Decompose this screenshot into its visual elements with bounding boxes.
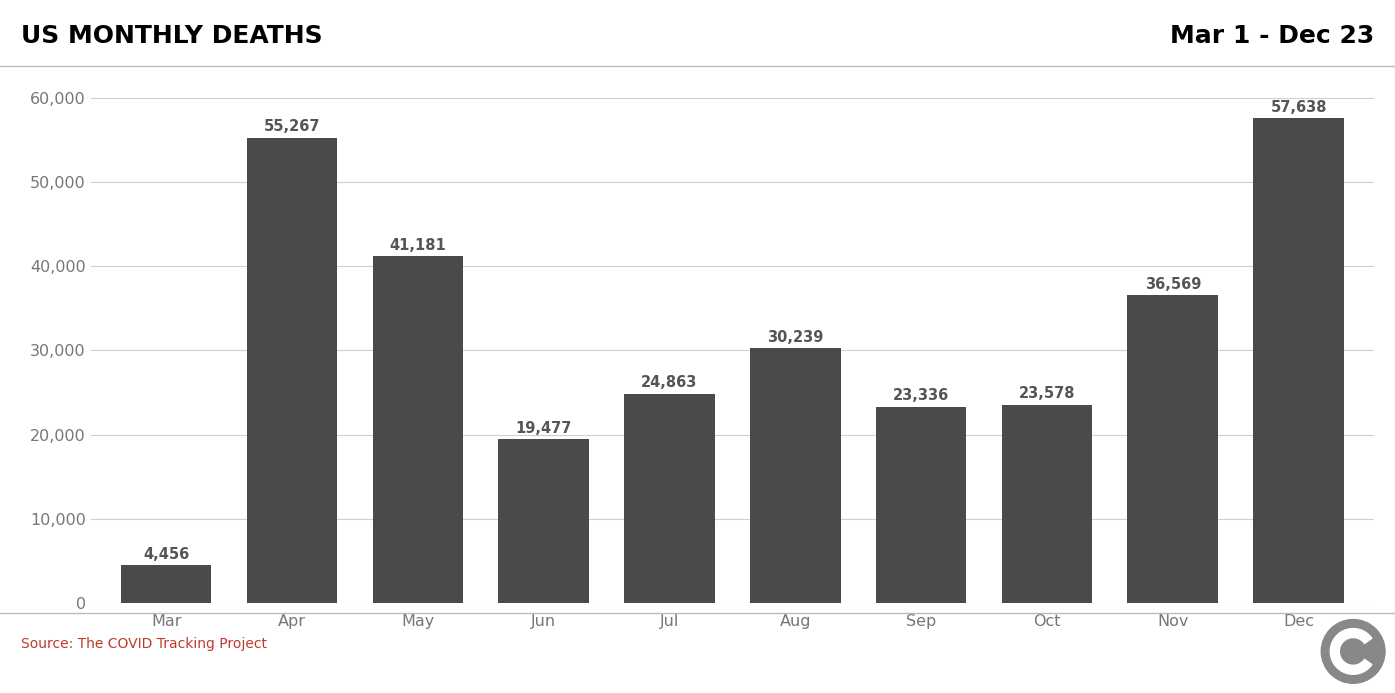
Text: 36,569: 36,569 xyxy=(1144,277,1201,292)
Text: 55,267: 55,267 xyxy=(264,119,321,134)
Circle shape xyxy=(1321,620,1385,683)
Bar xyxy=(498,439,589,603)
Bar xyxy=(247,138,338,603)
Text: 19,477: 19,477 xyxy=(515,421,572,436)
Text: 4,456: 4,456 xyxy=(144,547,190,562)
Text: 24,863: 24,863 xyxy=(642,376,698,390)
Text: 41,181: 41,181 xyxy=(389,238,446,253)
Bar xyxy=(1002,405,1092,603)
Text: US MONTHLY DEATHS: US MONTHLY DEATHS xyxy=(21,24,322,49)
Text: Mar 1 - Dec 23: Mar 1 - Dec 23 xyxy=(1170,24,1374,49)
Text: Source: The COVID Tracking Project: Source: The COVID Tracking Project xyxy=(21,638,266,651)
Text: 23,578: 23,578 xyxy=(1018,386,1076,401)
Bar xyxy=(624,394,714,603)
Wedge shape xyxy=(1331,629,1371,674)
Bar xyxy=(372,256,463,603)
Bar xyxy=(1253,118,1343,603)
Bar xyxy=(121,565,212,603)
Text: 30,239: 30,239 xyxy=(767,330,823,345)
Bar xyxy=(876,407,967,603)
Text: 23,336: 23,336 xyxy=(893,388,949,403)
Bar xyxy=(1127,295,1218,603)
Bar xyxy=(751,349,841,603)
Text: 57,638: 57,638 xyxy=(1271,100,1327,114)
